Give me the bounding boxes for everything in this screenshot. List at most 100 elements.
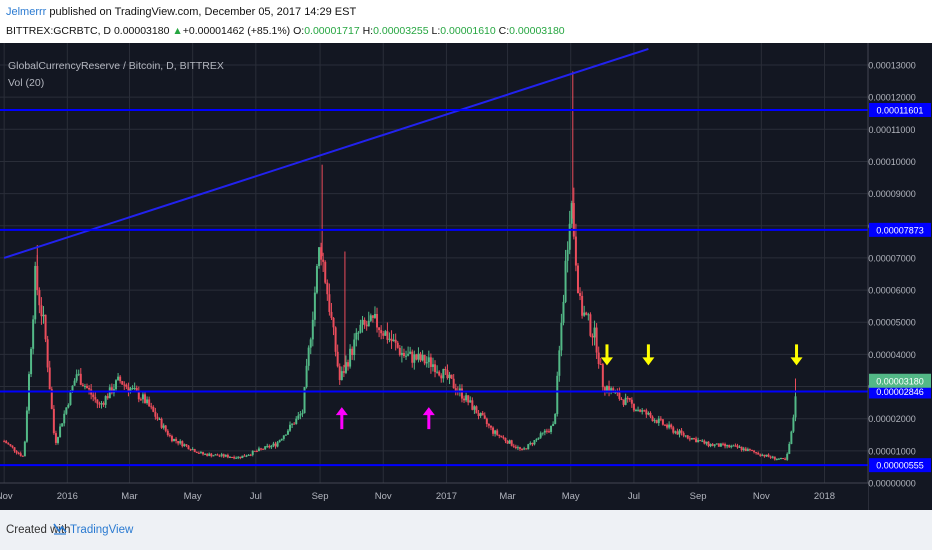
candle-body — [649, 412, 652, 417]
candle-body — [189, 449, 192, 451]
footer: Created with TradingView — [0, 510, 932, 550]
candle-body — [506, 441, 509, 444]
candle-body — [744, 448, 747, 452]
candle-body — [59, 426, 62, 438]
candle-body — [324, 261, 327, 283]
candle-body — [585, 312, 588, 315]
x-tick-label: Mar — [121, 491, 137, 502]
candle-body — [454, 388, 457, 392]
candle-body — [382, 333, 385, 336]
candle-body — [547, 431, 550, 433]
created-with-text: Created with — [6, 524, 71, 536]
candle-body — [260, 448, 263, 450]
candle-body — [108, 387, 111, 399]
candle-body — [241, 455, 244, 459]
arrow-head — [422, 407, 435, 416]
arrow-up-icon — [422, 407, 435, 430]
candle-body — [181, 441, 184, 447]
candle-body — [415, 354, 418, 360]
candle-body — [678, 430, 681, 435]
candle-body — [340, 371, 343, 380]
candle-body — [746, 449, 749, 452]
candle-body — [63, 413, 66, 424]
x-tick-label: 2018 — [814, 491, 835, 502]
candle-body — [141, 394, 144, 400]
candle-body — [436, 371, 439, 373]
candle-body — [380, 330, 383, 334]
candle-body — [630, 399, 633, 404]
candle-body — [299, 414, 302, 416]
candle-body — [450, 374, 453, 379]
candle-body — [707, 441, 710, 447]
candle-body — [446, 370, 449, 379]
y-tick-label: 0.00001000 — [868, 446, 916, 456]
candle-body — [699, 440, 702, 442]
candle-body — [605, 386, 608, 391]
price-chart[interactable]: 0.00013000 0.00012000 0.00011000 0.00010000… — [0, 43, 932, 510]
y-tick-label: 0.00009000 — [868, 189, 916, 199]
candle-body — [452, 378, 455, 389]
candle-body — [13, 447, 16, 451]
y-tick-label: 0.00004000 — [868, 350, 916, 360]
candle-body — [425, 362, 428, 364]
candle-body — [363, 319, 366, 325]
candle-body — [322, 259, 325, 262]
candle-body — [645, 410, 648, 415]
candle-body — [104, 396, 107, 405]
publish-info: Jelmerrr published on TradingView.com, D… — [6, 6, 356, 18]
candle-body — [110, 387, 113, 394]
candle-body — [390, 338, 393, 342]
price-axis — [868, 43, 932, 510]
candle-body — [608, 386, 611, 393]
candle-body — [268, 445, 271, 448]
candle-body — [537, 437, 540, 439]
x-tick-label: Sep — [312, 491, 329, 502]
candle-body — [332, 317, 335, 328]
candle-body — [434, 364, 437, 373]
candle-body — [637, 409, 640, 411]
candle-body — [144, 394, 147, 404]
candle-body — [146, 399, 149, 404]
candle-body — [763, 454, 766, 457]
candle-body — [320, 247, 323, 260]
candle-body — [442, 368, 445, 379]
candle-body — [257, 448, 260, 452]
candle-body — [280, 438, 283, 441]
candle-body — [786, 453, 789, 460]
candle-body — [502, 437, 505, 439]
candle-body — [15, 450, 18, 453]
candle-body — [663, 424, 666, 426]
candle-body — [471, 400, 474, 410]
close-value: 0.00003180 — [509, 25, 565, 37]
candle-body — [396, 342, 399, 348]
candle-body — [11, 445, 14, 448]
author-link[interactable]: Jelmerrr — [6, 6, 47, 18]
candle-body — [94, 397, 97, 400]
candle-body — [734, 445, 737, 447]
candle-body — [688, 438, 691, 440]
candle-body — [73, 380, 76, 386]
candle-body — [57, 437, 60, 443]
candle-body — [289, 424, 292, 431]
candle-body — [344, 362, 347, 373]
candle-body — [52, 408, 55, 434]
chart-area[interactable]: 0.00013000 0.00012000 0.00011000 0.00010000… — [0, 43, 932, 510]
candle-body — [676, 431, 679, 435]
candle-body — [444, 368, 447, 371]
tradingview-link[interactable]: TradingView — [70, 524, 134, 536]
candle-body — [690, 437, 693, 440]
candle-body — [342, 371, 345, 373]
candle-body — [562, 301, 565, 323]
candle-body — [518, 447, 521, 449]
level-label-bg — [869, 384, 931, 399]
candle-body — [695, 438, 698, 443]
candle-body — [117, 376, 120, 381]
candle-body — [19, 453, 22, 456]
y-tick-label: 0.00010000 — [868, 157, 916, 167]
candle-body — [784, 458, 787, 460]
candle-body — [583, 312, 586, 316]
candle-body — [402, 352, 405, 356]
candle-body — [154, 411, 157, 417]
candle-body — [429, 357, 432, 367]
candle-body — [357, 332, 360, 334]
